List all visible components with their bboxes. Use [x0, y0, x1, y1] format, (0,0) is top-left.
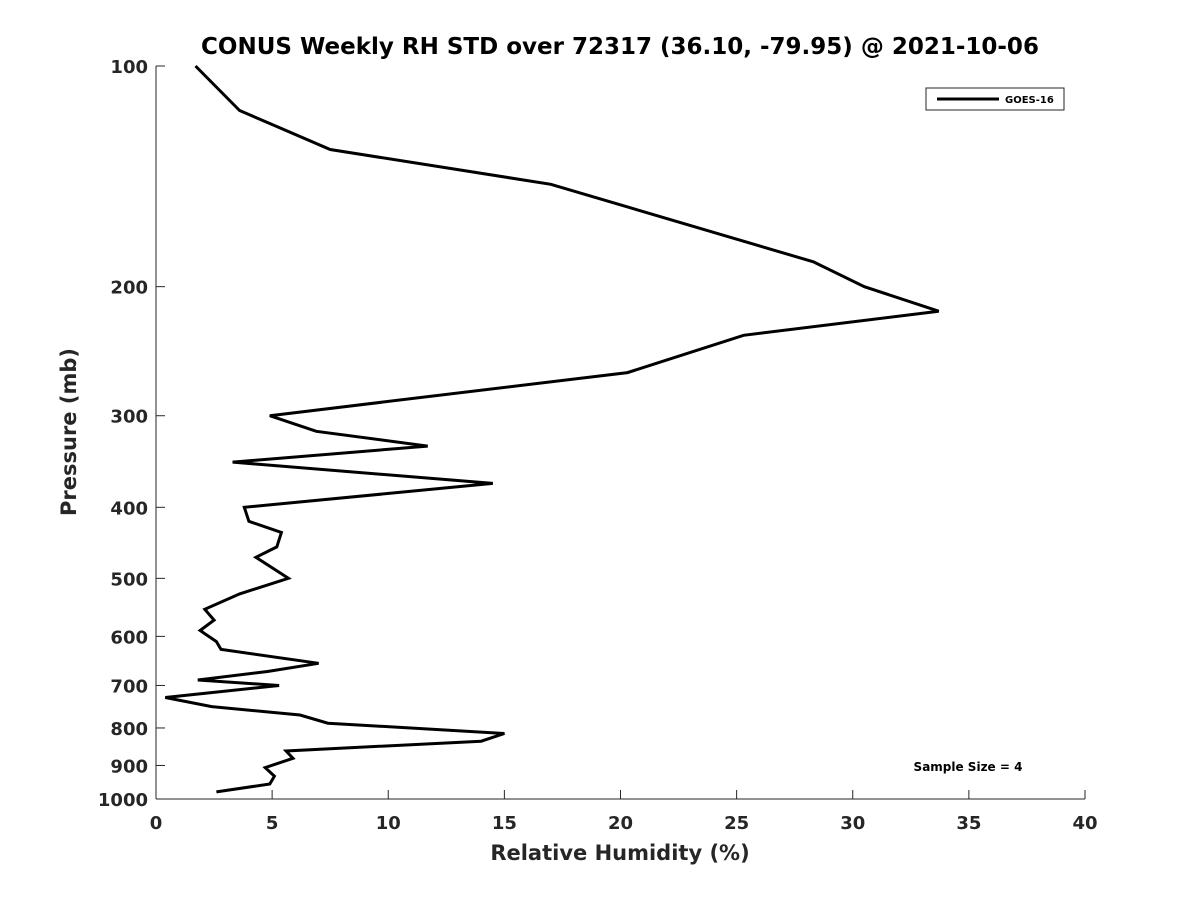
y-tick-label: 900 — [110, 756, 148, 777]
y-tick-label: 1000 — [98, 790, 148, 811]
legend-label-goes-16: GOES-16 — [1005, 95, 1054, 106]
y-axis-label: Pressure (mb) — [57, 348, 81, 516]
x-tick-label: 25 — [724, 813, 749, 834]
y-tick-label: 600 — [110, 627, 148, 648]
y-tick-label: 300 — [110, 407, 148, 428]
x-tick-label: 5 — [266, 813, 279, 834]
x-tick-label: 10 — [376, 813, 401, 834]
x-tick-label: 0 — [150, 813, 163, 834]
series-line-goes-16 — [165, 64, 940, 794]
x-tick-label: 40 — [1072, 813, 1097, 834]
series-group — [165, 64, 940, 794]
x-axis-label: Relative Humidity (%) — [490, 841, 749, 865]
x-ticks: 0 5 10 15 20 25 30 35 40 — [150, 790, 1098, 834]
y-tick-label: 500 — [110, 569, 148, 590]
x-tick-label: 20 — [608, 813, 633, 834]
y-tick-label: 200 — [110, 278, 148, 299]
y-tick-label: 700 — [110, 676, 148, 697]
legend: GOES-16 — [925, 87, 1065, 111]
y-ticks: 100 200 300 400 500 600 700 800 900 1000 — [98, 57, 165, 811]
chart-title: CONUS Weekly RH STD over 72317 (36.10, -… — [201, 34, 1039, 60]
y-tick-label: 100 — [110, 57, 148, 78]
x-tick-label: 35 — [956, 813, 981, 834]
y-tick-label: 800 — [110, 719, 148, 740]
y-tick-label: 400 — [110, 498, 148, 519]
sample-size-annotation: Sample Size = 4 — [914, 760, 1023, 774]
x-tick-label: 30 — [840, 813, 865, 834]
x-tick-label: 15 — [492, 813, 517, 834]
